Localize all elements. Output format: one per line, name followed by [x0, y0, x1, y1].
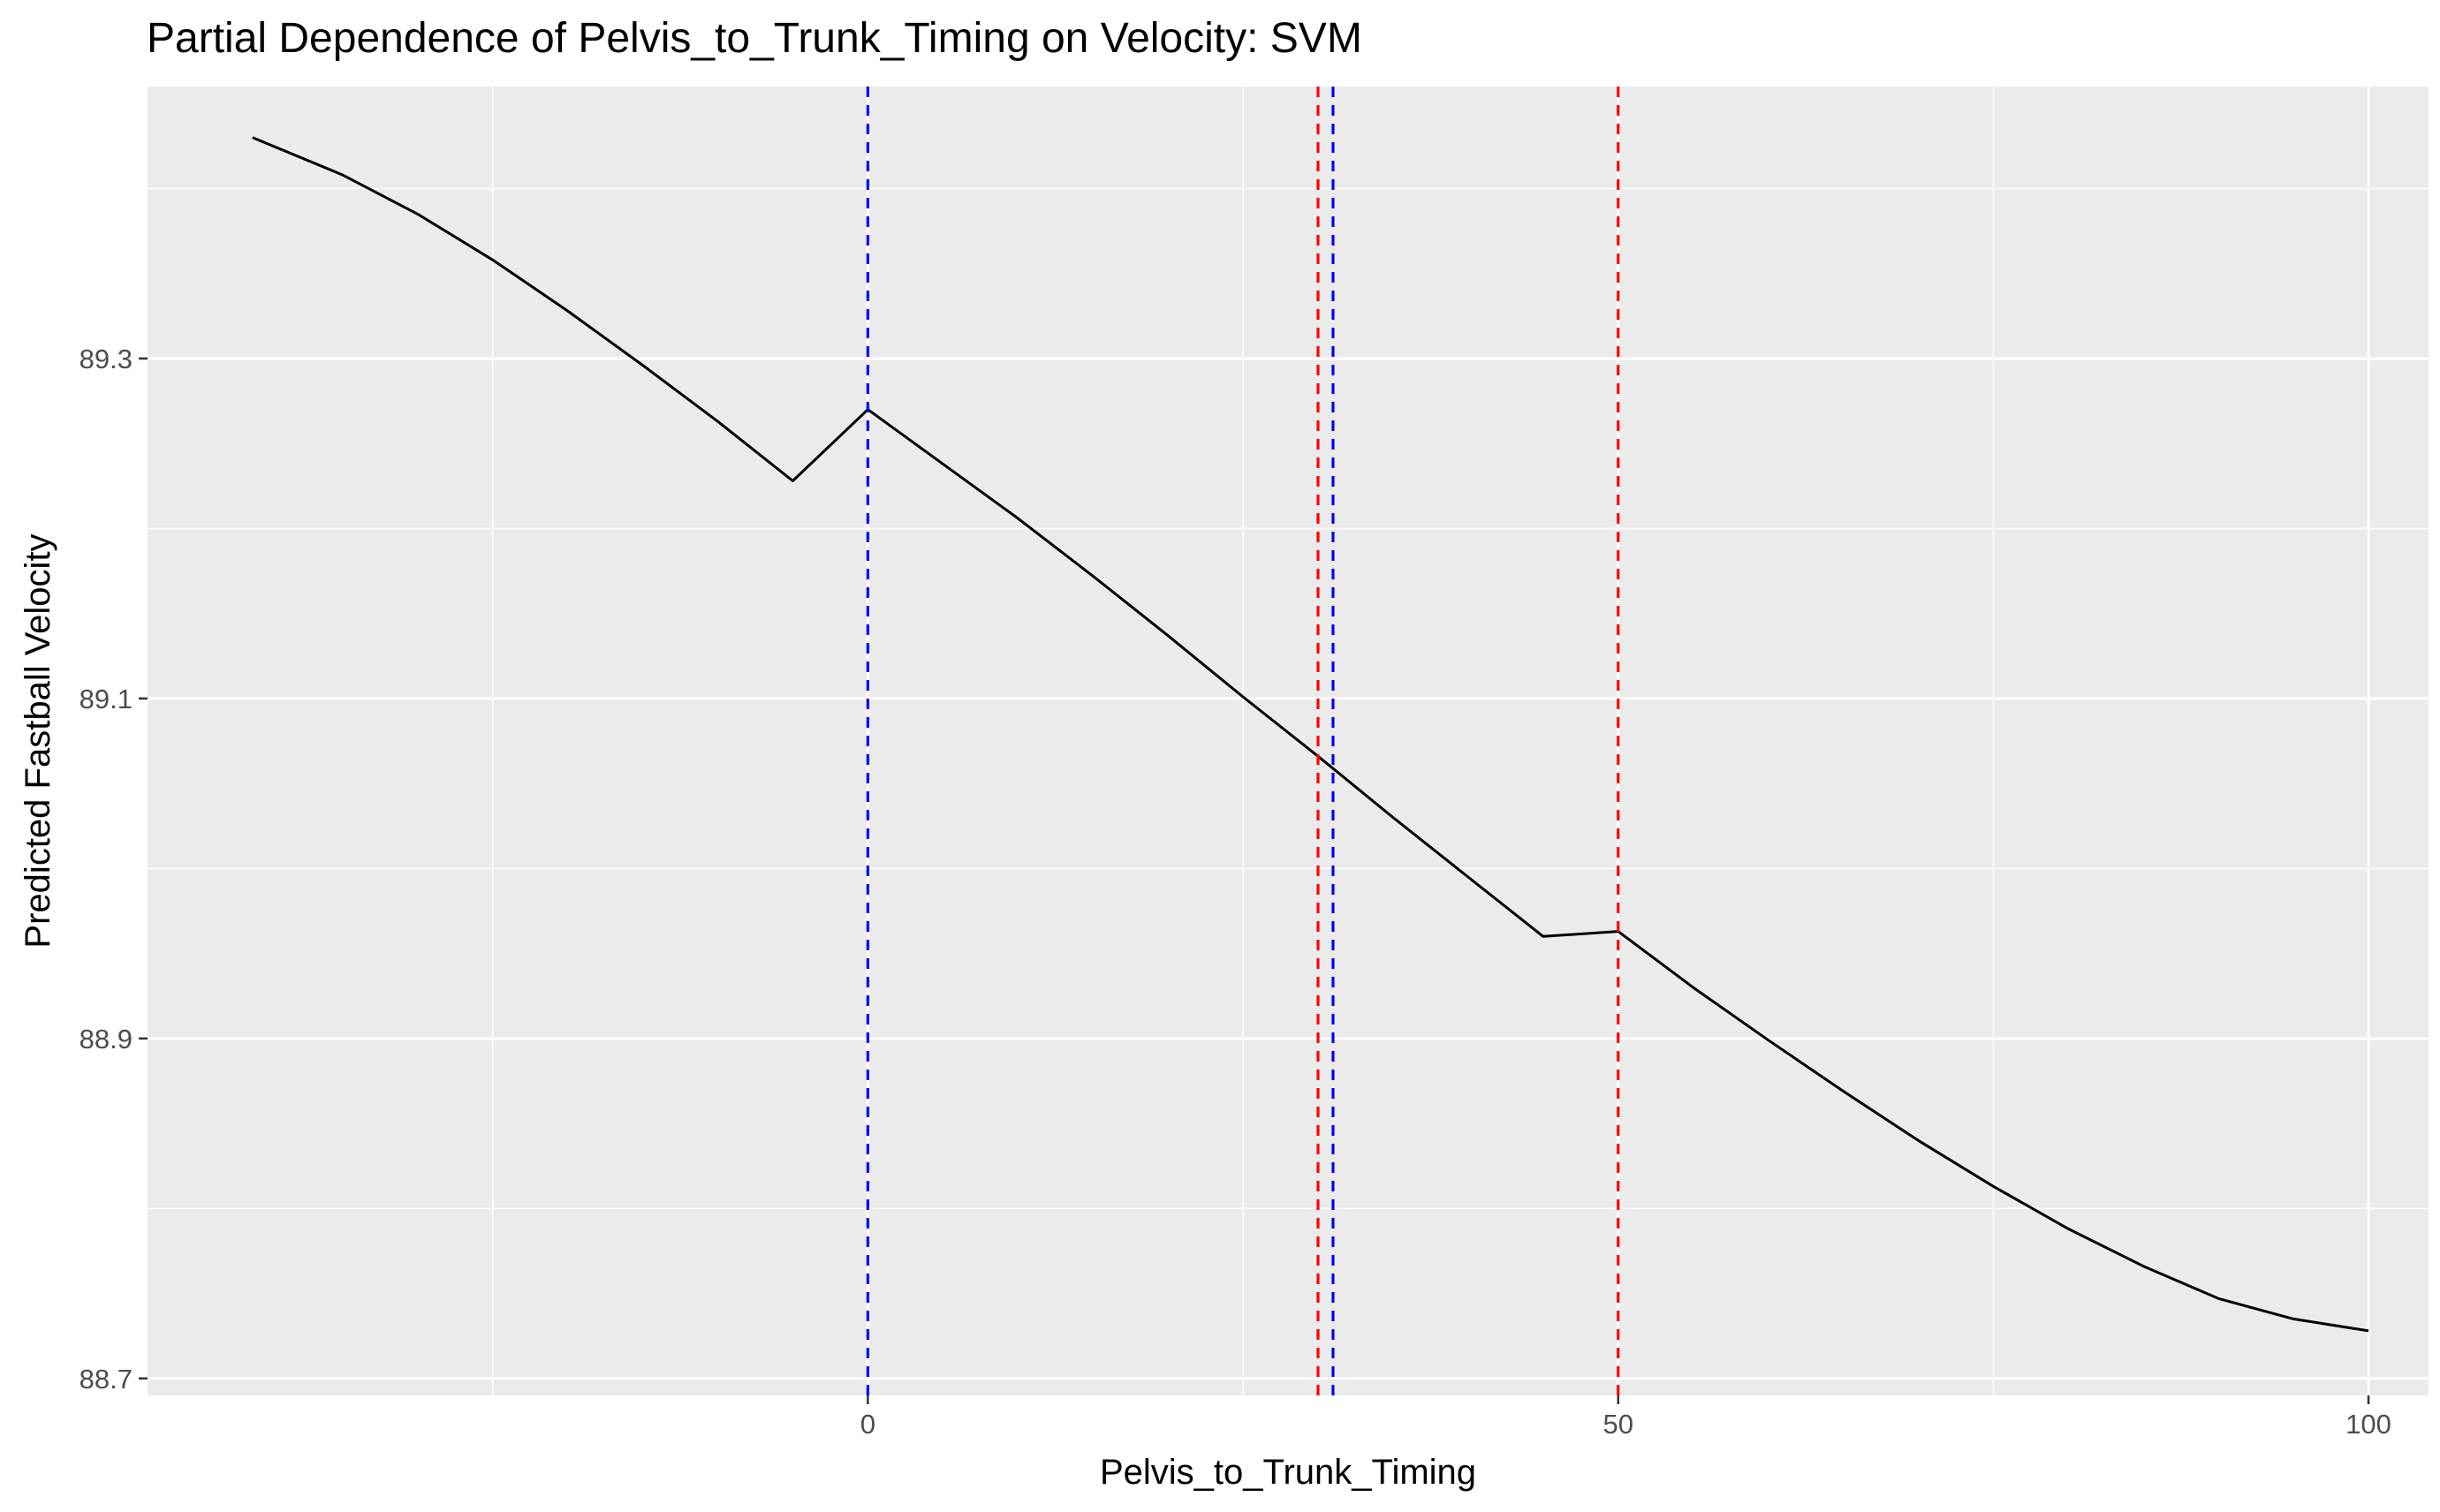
minor-gridlines [148, 87, 2429, 1395]
reference-lines [866, 87, 1620, 1395]
major-gridlines [148, 87, 2429, 1395]
y-tick-label: 88.7 [80, 1364, 133, 1395]
plot-panel [148, 87, 2429, 1395]
chart-title: Partial Dependence of Pelvis_to_Trunk_Ti… [147, 15, 1362, 62]
y-tick-label: 89.1 [80, 684, 133, 714]
x-tick-label: 50 [1603, 1409, 1633, 1440]
y-tick-label: 89.3 [80, 344, 133, 374]
y-axis: 88.7 88.9 89.1 89.3 [80, 344, 148, 1395]
x-tick-label: 100 [2345, 1409, 2391, 1440]
x-axis: 0 50 100 [860, 1395, 2391, 1440]
x-axis-title: Pelvis_to_Trunk_Timing [1100, 1453, 1476, 1492]
y-tick-label: 88.9 [80, 1024, 133, 1055]
y-axis-title: Predicted Fastball Velocity [19, 533, 57, 948]
x-tick-label: 0 [860, 1409, 875, 1440]
